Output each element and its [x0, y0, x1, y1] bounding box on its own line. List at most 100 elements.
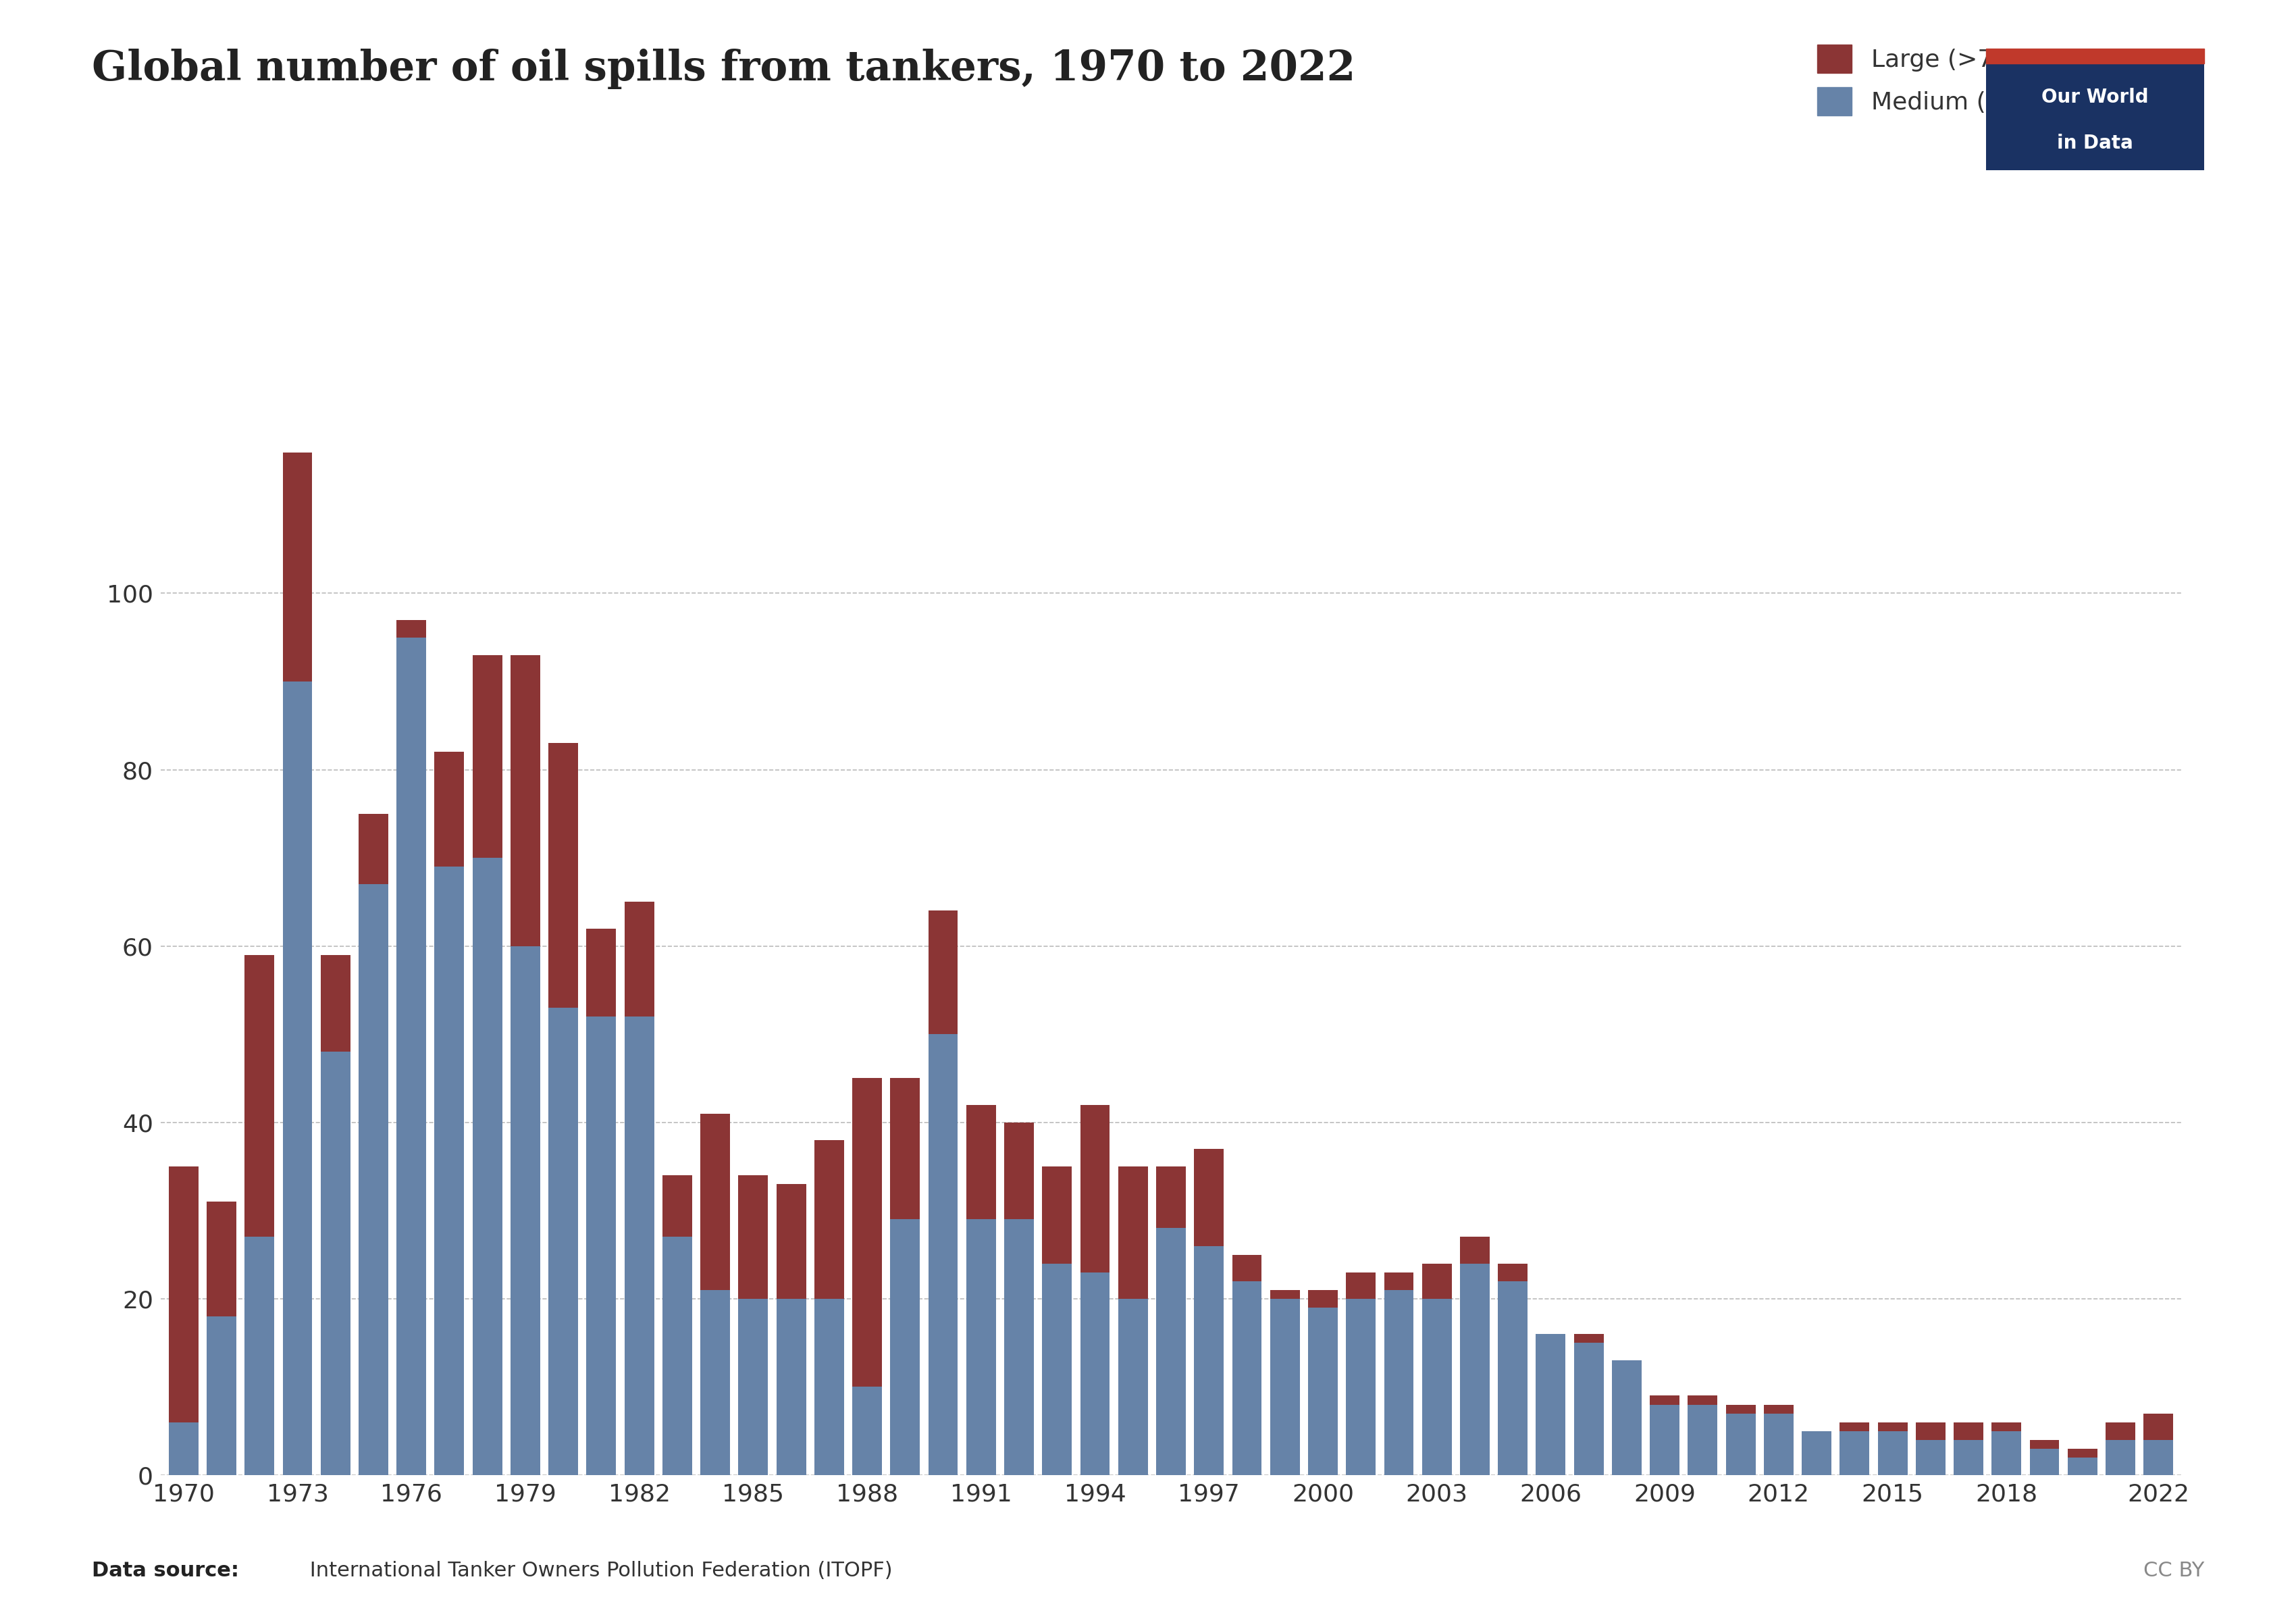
Bar — [739, 1175, 767, 1298]
Bar — [1309, 1308, 1339, 1475]
Bar — [891, 1219, 921, 1475]
Bar — [434, 752, 464, 867]
Bar — [1460, 1263, 1490, 1475]
Bar — [1986, 49, 2204, 63]
Bar — [321, 955, 351, 1052]
Bar — [1270, 1290, 1300, 1298]
Bar — [1157, 1167, 1185, 1229]
Text: International Tanker Owners Pollution Federation (ITOPF): International Tanker Owners Pollution Fe… — [303, 1561, 893, 1580]
Bar — [207, 1201, 236, 1316]
Bar — [1157, 1229, 1185, 1475]
Bar — [1384, 1272, 1414, 1290]
Bar — [664, 1175, 691, 1237]
Bar — [1309, 1290, 1339, 1308]
Legend: Large (>700 tonnes), Medium (7-700 tonnes): Large (>700 tonnes), Medium (7-700 tonne… — [1805, 32, 2170, 128]
Bar — [1345, 1298, 1375, 1475]
Bar — [1270, 1298, 1300, 1475]
Bar — [1233, 1281, 1263, 1475]
Bar — [358, 814, 388, 885]
Bar — [1763, 1404, 1793, 1414]
Bar — [1421, 1263, 1451, 1298]
Bar — [1915, 1439, 1945, 1475]
Bar — [2105, 1439, 2135, 1475]
Bar — [1042, 1167, 1072, 1263]
Bar — [776, 1298, 806, 1475]
Bar — [967, 1106, 996, 1219]
Bar — [1878, 1431, 1908, 1475]
Bar — [1991, 1431, 2020, 1475]
Bar — [510, 655, 540, 947]
Bar — [625, 1016, 654, 1475]
Bar — [1915, 1422, 1945, 1439]
Bar — [585, 929, 615, 1016]
Bar — [585, 1016, 615, 1475]
Bar — [473, 858, 503, 1475]
Bar — [1384, 1290, 1414, 1475]
Bar — [321, 1052, 351, 1475]
Bar — [1194, 1247, 1224, 1475]
Bar — [1575, 1334, 1603, 1342]
Bar — [1079, 1272, 1109, 1475]
Bar — [1003, 1122, 1033, 1219]
Bar — [1651, 1404, 1678, 1475]
Bar — [1460, 1237, 1490, 1263]
Bar — [246, 955, 273, 1237]
Bar — [1954, 1422, 1984, 1439]
Bar — [852, 1078, 882, 1388]
Bar — [1118, 1298, 1148, 1475]
Bar — [2069, 1449, 2096, 1457]
Bar — [1802, 1431, 1832, 1475]
Bar — [1612, 1360, 1642, 1475]
Bar — [397, 619, 427, 637]
Bar — [2069, 1457, 2096, 1475]
Bar — [282, 681, 312, 1475]
Bar — [1575, 1342, 1603, 1475]
Bar — [2144, 1439, 2174, 1475]
Bar — [2030, 1449, 2060, 1475]
Bar — [928, 911, 957, 1034]
Bar — [1954, 1439, 1984, 1475]
Bar — [1497, 1263, 1527, 1281]
Bar — [700, 1290, 730, 1475]
Bar — [739, 1298, 767, 1475]
Text: CC BY: CC BY — [2142, 1561, 2204, 1580]
Bar — [1878, 1422, 1908, 1431]
Bar — [510, 947, 540, 1475]
Bar — [815, 1298, 845, 1475]
Bar — [2105, 1422, 2135, 1439]
Bar — [776, 1183, 806, 1298]
Bar — [2144, 1414, 2174, 1439]
Bar — [1194, 1149, 1224, 1247]
Bar — [891, 1078, 921, 1219]
Bar — [168, 1422, 197, 1475]
Bar — [1003, 1219, 1033, 1475]
Bar — [1233, 1255, 1263, 1281]
Bar — [2030, 1439, 2060, 1449]
Bar — [168, 1167, 197, 1422]
Bar — [1079, 1106, 1109, 1272]
Bar — [1839, 1431, 1869, 1475]
Bar — [1042, 1263, 1072, 1475]
Bar — [664, 1237, 691, 1475]
Bar — [434, 867, 464, 1475]
Bar — [549, 1008, 579, 1475]
Text: in Data: in Data — [2057, 135, 2133, 152]
Bar — [1651, 1396, 1678, 1404]
Bar — [1727, 1414, 1756, 1475]
Bar — [1345, 1272, 1375, 1298]
Bar — [358, 885, 388, 1475]
Bar — [397, 637, 427, 1475]
Bar — [1763, 1414, 1793, 1475]
Bar — [246, 1237, 273, 1475]
Bar — [1688, 1404, 1717, 1475]
Bar — [625, 901, 654, 1016]
Text: Global number of oil spills from tankers, 1970 to 2022: Global number of oil spills from tankers… — [92, 49, 1355, 89]
Bar — [1688, 1396, 1717, 1404]
Bar — [1421, 1298, 1451, 1475]
Bar — [473, 655, 503, 858]
Bar — [1118, 1167, 1148, 1298]
Bar — [282, 452, 312, 681]
Bar — [1727, 1404, 1756, 1414]
Bar — [1991, 1422, 2020, 1431]
Text: Data source:: Data source: — [92, 1561, 239, 1580]
